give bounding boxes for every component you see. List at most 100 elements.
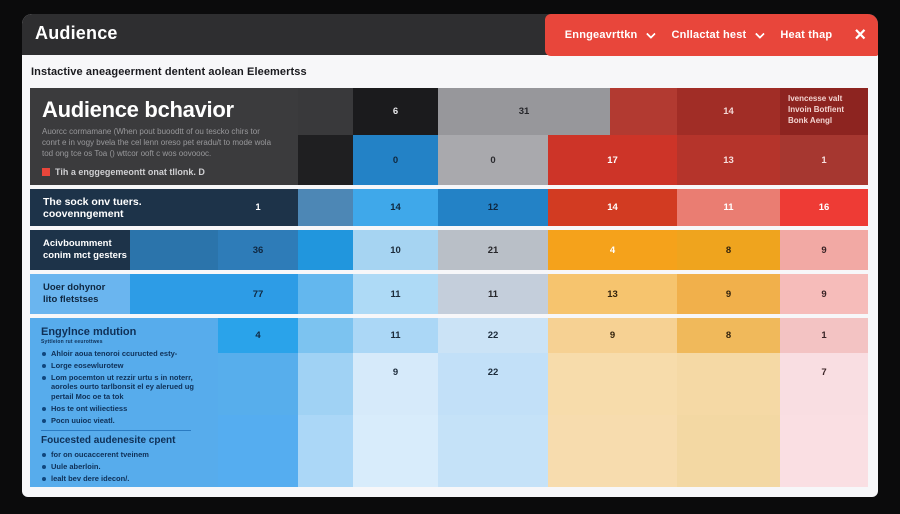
heat-cell[interactable]: 4 — [218, 318, 298, 353]
bullet-list: for on oucaccerent tveinem Uule aberloin… — [41, 450, 208, 483]
panel-seam-column — [298, 88, 353, 185]
title-bar: Audience Enngeavrttkn Cnllactat hest Hea… — [22, 14, 878, 56]
heat-cell[interactable] — [610, 88, 677, 135]
list-item: Uule aberloin. — [41, 462, 208, 472]
list-item: Lom pocemton ut rezzir urtu s in noterr,… — [41, 373, 208, 402]
heat-cell[interactable]: 31 — [438, 88, 610, 135]
panel-description: Auorcc cormamane (When pout buoodtt of o… — [42, 127, 272, 158]
heat-cell[interactable] — [298, 230, 353, 270]
red-square-icon — [42, 168, 50, 177]
heat-cell[interactable]: 14 — [677, 88, 780, 135]
chevron-down-icon — [646, 28, 657, 39]
panel-title-2: Foucested audenesite cpent — [41, 435, 176, 447]
heat-cell[interactable]: 8 — [677, 318, 780, 353]
band5-row-3 — [218, 415, 868, 487]
heat-cell[interactable]: 10 — [353, 230, 438, 270]
heat-cell[interactable]: 21 — [438, 230, 548, 270]
seam-cell-top — [298, 88, 353, 135]
heat-cell[interactable]: 9 — [353, 353, 438, 415]
heat-cell[interactable]: 1 — [218, 189, 298, 226]
heat-map-button[interactable]: Heat thap — [780, 29, 832, 41]
heat-cell[interactable] — [298, 353, 353, 415]
row-label: Uoer dohynor lito fletstses — [30, 274, 130, 314]
heat-cell[interactable]: 22 — [438, 318, 548, 353]
row-label-line2: conim mct gesters — [43, 250, 127, 261]
heat-cell[interactable]: 16 — [780, 189, 868, 226]
heat-cell[interactable]: 0 — [438, 135, 548, 185]
heat-cell[interactable]: 1 — [780, 135, 868, 185]
heat-cell[interactable] — [353, 415, 438, 487]
heat-cell[interactable] — [548, 353, 677, 415]
heat-cell[interactable]: 11 — [677, 189, 780, 226]
panel-title: Engylnce mdution — [41, 326, 137, 338]
row-label: The sock onv tuers. coovenngement — [30, 189, 218, 226]
heat-cell[interactable] — [548, 415, 677, 487]
close-icon[interactable]: × — [854, 24, 866, 46]
heat-cell[interactable] — [298, 318, 353, 353]
heat-cell[interactable]: 14 — [548, 189, 677, 226]
list-item: Pocn uuioc vieatl. — [41, 416, 208, 426]
heat-cell[interactable]: 1 — [780, 318, 868, 353]
panel-title: Audience bchavior — [42, 97, 234, 122]
heat-cell[interactable]: 8 — [677, 230, 780, 270]
heat-cell[interactable]: 6 — [353, 88, 438, 135]
row-label-line2: lito fletstses — [43, 294, 99, 305]
heat-cell[interactable] — [780, 415, 868, 487]
heat-cell[interactable]: 11 — [353, 274, 438, 314]
heat-cell[interactable] — [298, 189, 353, 226]
collect-heat-dropdown-label: Cnllactat hest — [671, 29, 747, 41]
heat-cell-note[interactable]: Ivencesse valt Invoin Botfient Bonk Aeng… — [780, 88, 868, 135]
heat-cell[interactable]: 4 — [548, 230, 677, 270]
heat-cell[interactable]: 12 — [438, 189, 548, 226]
heat-cell[interactable]: 14 — [353, 189, 438, 226]
heat-cell[interactable]: 13 — [548, 274, 677, 314]
heat-cell[interactable]: 9 — [780, 230, 868, 270]
row-label: Acivboumment conim mct gesters — [30, 230, 130, 270]
panel-note-text: Tih a enggegemeontt onat tllonk. D — [55, 167, 205, 178]
list-item: lealt bev dere idecon/. — [41, 474, 208, 484]
collect-heat-dropdown-button[interactable]: Cnllactat hest — [671, 28, 766, 41]
list-item: for on oucaccerent tveinem — [41, 450, 208, 460]
audience-behavior-panel: Audience bchavior Auorcc cormamane (When… — [30, 88, 298, 185]
band-engagement-details: Engylnce mdution Syttleion rut eeurottwe… — [30, 318, 869, 487]
heat-cell[interactable] — [130, 274, 218, 314]
band5-row-2: 9 22 7 — [218, 353, 868, 415]
heat-cell[interactable] — [298, 274, 353, 314]
heat-cell[interactable] — [677, 415, 780, 487]
heat-cell[interactable]: 36 — [218, 230, 298, 270]
row-achievement-gestures: Acivboumment conim mct gesters 36 10 21 … — [30, 230, 869, 270]
heat-cell[interactable] — [298, 415, 353, 487]
heat-cell[interactable]: 0 — [353, 135, 438, 185]
seam-cell-bottom — [298, 135, 353, 185]
band1-row-1: 6 31 14 Ivencesse valt Invoin Botfient B… — [353, 88, 868, 135]
heat-cell[interactable] — [438, 415, 548, 487]
heat-cell[interactable] — [218, 353, 298, 415]
heat-cell[interactable]: 77 — [218, 274, 298, 314]
heat-cell[interactable] — [130, 230, 218, 270]
heat-cell[interactable]: 11 — [353, 318, 438, 353]
toolbar: Enngeavrttkn Cnllactat hest Heat thap × — [545, 14, 878, 56]
heat-cell[interactable]: 11 — [438, 274, 548, 314]
engagement-details-panel: Engylnce mdution Syttleion rut eeurottwe… — [30, 318, 218, 487]
heat-cell[interactable]: 13 — [677, 135, 780, 185]
list-item: Lorge eosewlurotew — [41, 361, 208, 371]
panel-subtext: Syttleion rut eeurottwes — [41, 339, 103, 345]
heat-cell[interactable]: 17 — [548, 135, 677, 185]
engagement-dropdown-button[interactable]: Enngeavrttkn — [564, 28, 657, 41]
heat-cell[interactable]: 22 — [438, 353, 548, 415]
row-user-behavior: Uoer dohynor lito fletstses 77 11 11 13 … — [30, 274, 869, 314]
band5-cells: 4 11 22 9 8 1 9 22 — [218, 318, 868, 487]
heatmap-grid: Audience bchavior Auorcc cormamane (When… — [30, 88, 869, 487]
band-audience-behavior: Audience bchavior Auorcc cormamane (When… — [30, 88, 869, 185]
row-label-line1: Uoer dohynor — [43, 282, 106, 294]
heat-cell[interactable]: 9 — [548, 318, 677, 353]
heat-cell[interactable]: 7 — [780, 353, 868, 415]
heat-cell[interactable]: 9 — [780, 274, 868, 314]
list-item: Hos te ont wiliectiess — [41, 404, 208, 414]
heat-cell[interactable]: 9 — [677, 274, 780, 314]
chevron-down-icon — [755, 28, 766, 39]
engagement-dropdown-label: Enngeavrttkn — [564, 29, 638, 41]
heat-cell[interactable] — [677, 353, 780, 415]
heat-cell[interactable] — [218, 415, 298, 487]
